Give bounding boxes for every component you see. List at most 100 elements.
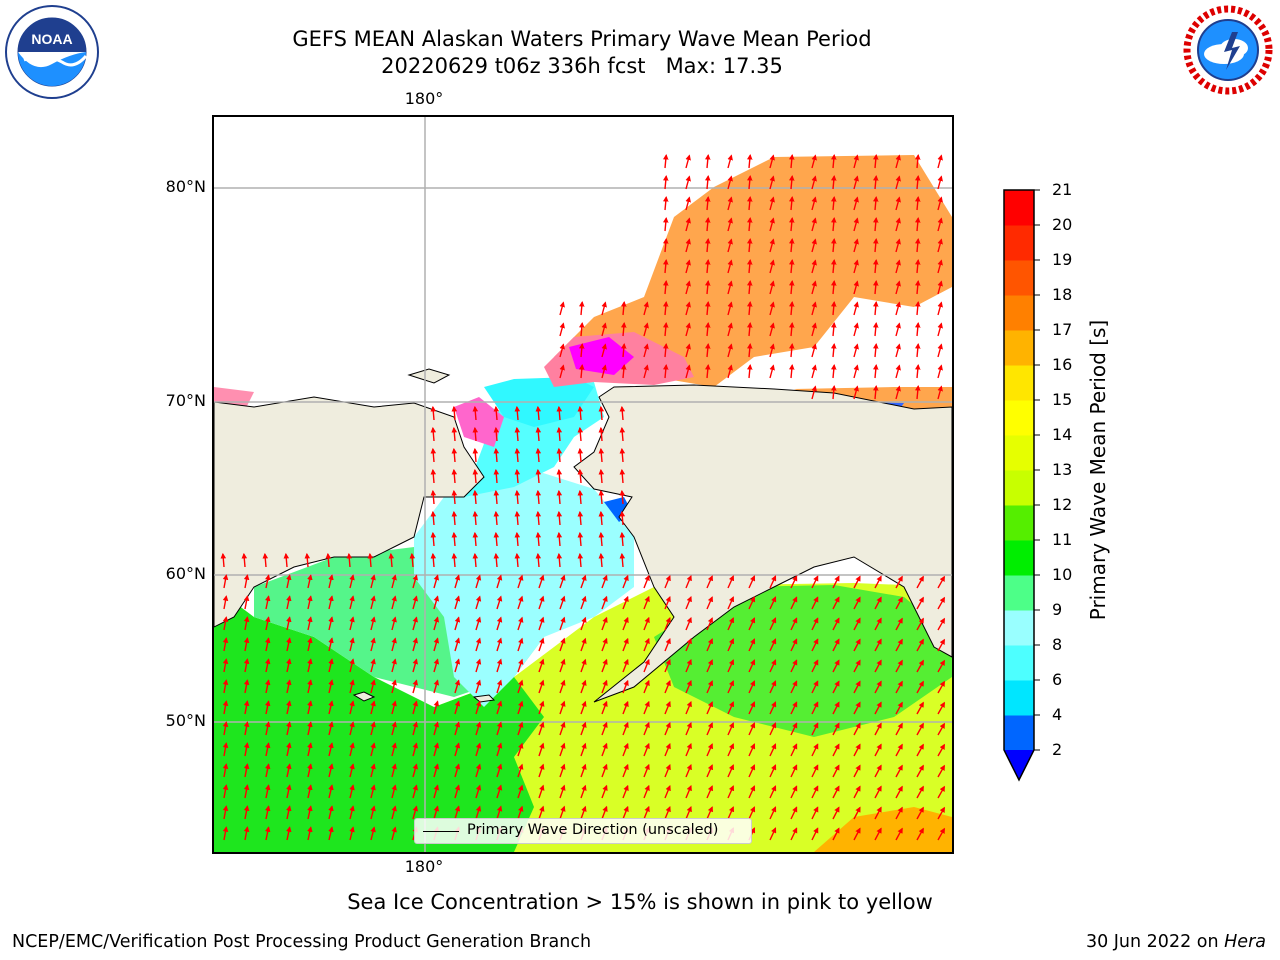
wave-arrow [538,595,545,610]
wave-arrow [769,238,775,253]
wave-arrow [538,574,545,589]
wave-arrow [788,216,795,232]
wave-arrow [853,617,861,631]
wave-arrow [514,447,521,463]
wave-arrow [412,742,418,757]
wave-arrow [307,742,313,757]
wave-arrow [559,301,565,316]
wave-arrow [391,826,397,841]
wave-arrow [433,742,440,757]
wave-arrow [704,174,711,190]
wave-arrow [662,279,669,295]
wave-arrow [286,763,292,778]
map-canvas [214,117,952,852]
wave-arrow [391,721,397,736]
wave-arrow [788,174,795,190]
wave-arrow [577,510,584,526]
wave-arrow [914,195,921,211]
wave-arrow [832,785,840,799]
wave-arrow [874,785,882,799]
wave-arrow [895,175,901,190]
wave-arrow [746,195,753,211]
wave-arrow [874,743,882,757]
wave-arrow [559,658,566,673]
wave-arrow [222,679,229,694]
wave-arrow [517,763,524,778]
wave-arrow [895,575,903,589]
colorbar-cell [1004,610,1034,646]
wave-arrow [769,259,775,274]
wave-arrow [662,153,669,169]
wave-arrow [769,806,777,820]
wave-arrow [598,426,605,442]
wave-arrow [391,679,397,694]
wave-arrow [622,595,629,610]
wave-arrow [704,321,711,337]
wave-arrow [286,616,292,631]
wave-arrow [664,679,671,694]
wave-arrow [559,784,566,799]
colorbar-tick-label: 4 [1052,705,1063,724]
wave-arrow [685,322,691,337]
wave-arrow [769,827,777,841]
wave-arrow [243,679,250,694]
wave-arrow [832,575,840,589]
wave-arrow [264,826,271,841]
wave-arrow [517,595,524,610]
wave-arrow [914,321,921,337]
wave-arrow [937,764,946,778]
wave-arrow [664,700,671,715]
wave-arrow [769,575,777,589]
wave-arrow [433,574,440,589]
wave-arrow [349,595,355,610]
wave-arrow [243,574,250,589]
wave-arrow [475,763,482,778]
wave-arrow [264,679,271,694]
colorbar-cell [1004,575,1034,611]
wave-arrow [832,827,840,841]
wave-arrow [433,721,440,736]
wave-arrow [493,447,500,463]
wave-arrow [391,805,397,820]
wave-arrow [433,616,440,631]
wave-arrow [811,785,819,799]
wave-arrow [937,638,946,652]
wave-arrow [601,784,608,799]
wave-arrow [367,552,374,568]
wave-arrow [853,764,861,778]
wave-arrow [430,510,437,526]
wave-arrow [264,784,271,799]
wave-arrow [264,616,271,631]
wave-arrow [454,574,461,589]
wave-arrow [727,280,733,295]
wave-arrow [685,616,692,631]
colorbar-tick-label: 10 [1052,565,1073,584]
wave-arrow [685,280,691,295]
wave-arrow [307,784,313,799]
wave-arrow [853,722,861,736]
wave-arrow [559,700,566,715]
wave-arrow [788,342,795,358]
colorbar-cell [1004,505,1034,541]
wave-arrow [409,552,416,568]
wave-arrow [264,742,271,757]
wave-arrow [832,701,840,715]
wave-arrow [832,743,840,757]
wave-arrow [727,785,735,799]
wave-arrow [412,679,418,694]
wave-arrow [535,552,542,568]
wave-arrow [790,596,798,610]
wave-arrow [874,701,882,715]
wave-arrow [937,596,946,610]
wave-arrow [243,805,250,820]
wave-arrow [620,321,627,337]
wave-arrow [853,238,859,253]
wave-arrow [769,596,777,610]
wave-arrow [454,637,461,652]
wave-arrow [370,721,376,736]
wave-arrow [916,806,924,820]
wave-arrow [412,700,418,715]
wave-arrow [895,280,901,295]
wave-arrow [937,575,946,589]
colorbar-label: Primary Wave Mean Period [s] [1086,319,1110,621]
